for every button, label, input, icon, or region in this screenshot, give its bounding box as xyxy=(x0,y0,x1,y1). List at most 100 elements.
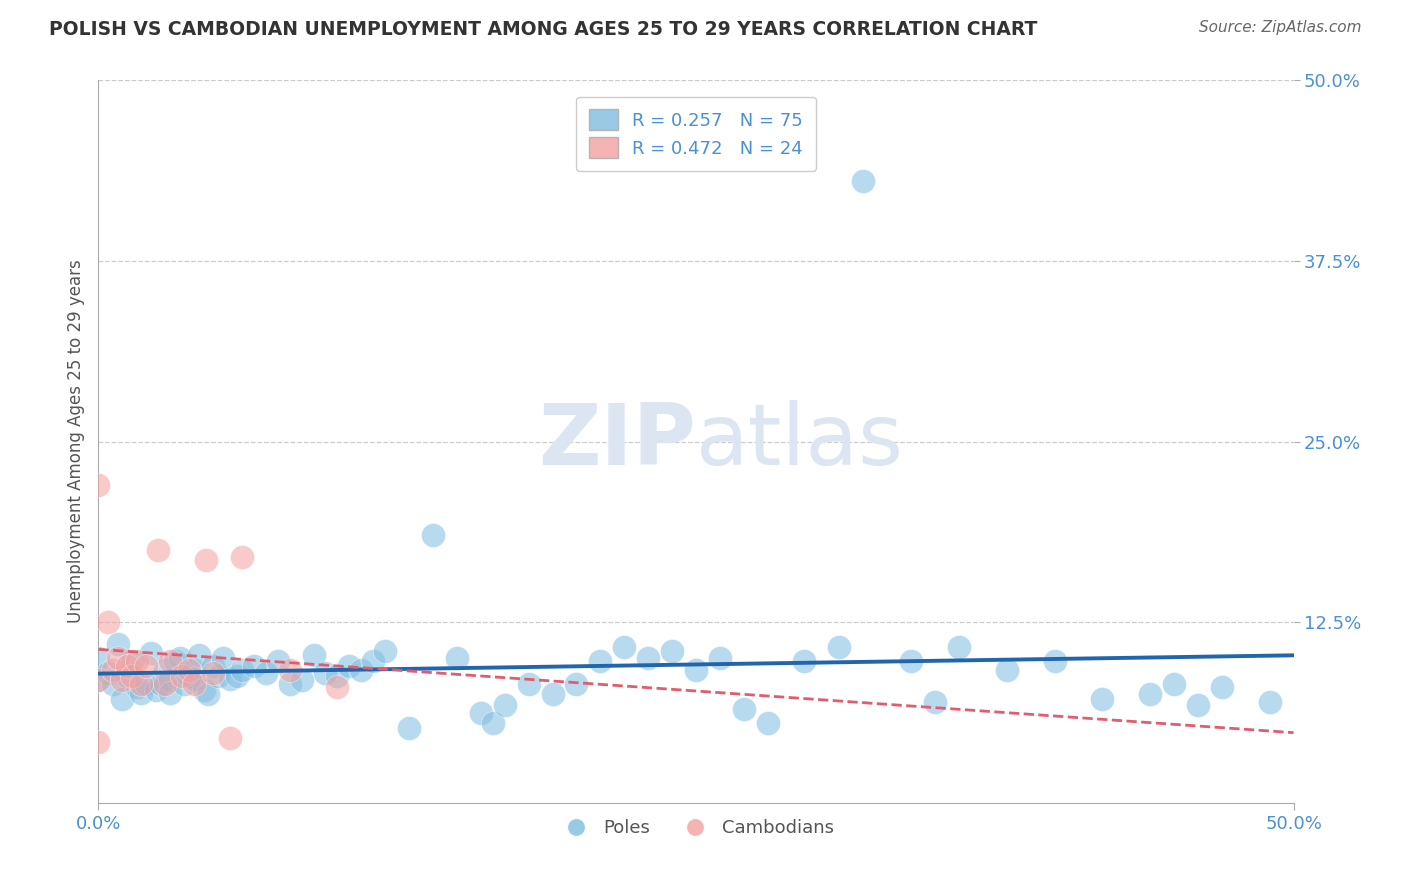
Point xyxy=(231,663,253,677)
Point xyxy=(183,672,205,686)
Point xyxy=(115,658,138,673)
Point xyxy=(219,731,242,745)
Point xyxy=(121,668,143,682)
Point xyxy=(685,663,707,677)
Point xyxy=(101,663,124,677)
Point xyxy=(1258,695,1281,709)
Point xyxy=(278,677,301,691)
Point xyxy=(87,673,110,687)
Point xyxy=(900,654,922,668)
Point xyxy=(481,716,505,731)
Point xyxy=(97,615,120,630)
Point xyxy=(828,640,851,654)
Point xyxy=(219,672,242,686)
Point xyxy=(115,668,138,682)
Point xyxy=(733,702,755,716)
Point xyxy=(709,651,731,665)
Point xyxy=(1139,687,1161,701)
Point xyxy=(172,668,194,682)
Point xyxy=(1187,698,1209,712)
Point xyxy=(148,542,170,557)
Point xyxy=(231,550,253,565)
Text: POLISH VS CAMBODIAN UNEMPLOYMENT AMONG AGES 25 TO 29 YEARS CORRELATION CHART: POLISH VS CAMBODIAN UNEMPLOYMENT AMONG A… xyxy=(49,20,1038,38)
Point xyxy=(398,721,420,735)
Point xyxy=(121,654,143,668)
Point xyxy=(254,665,277,680)
Point xyxy=(195,553,218,567)
Point xyxy=(517,677,540,691)
Point xyxy=(422,528,444,542)
Point xyxy=(193,683,215,698)
Point xyxy=(226,668,249,682)
Point xyxy=(565,677,588,691)
Point xyxy=(852,174,875,188)
Point xyxy=(173,677,195,691)
Point xyxy=(326,668,349,682)
Point xyxy=(291,673,314,687)
Point xyxy=(315,665,337,680)
Point xyxy=(183,663,205,677)
Point xyxy=(326,680,349,694)
Point xyxy=(159,654,181,668)
Point xyxy=(179,663,201,677)
Point xyxy=(948,640,970,654)
Point xyxy=(494,698,516,712)
Point xyxy=(111,673,134,687)
Point xyxy=(155,677,177,691)
Point xyxy=(125,680,148,694)
Point xyxy=(101,677,124,691)
Point xyxy=(111,691,134,706)
Point xyxy=(243,658,266,673)
Point xyxy=(470,706,492,721)
Point xyxy=(159,686,181,700)
Point xyxy=(87,478,110,492)
Text: Source: ZipAtlas.com: Source: ZipAtlas.com xyxy=(1198,20,1361,35)
Point xyxy=(97,665,120,680)
Point xyxy=(756,716,779,731)
Point xyxy=(350,663,373,677)
Point xyxy=(149,677,172,691)
Point xyxy=(202,658,225,673)
Point xyxy=(107,637,129,651)
Point xyxy=(1211,680,1233,694)
Point xyxy=(131,677,153,691)
Point xyxy=(661,644,683,658)
Point xyxy=(145,683,167,698)
Point xyxy=(87,651,110,665)
Point xyxy=(211,651,233,665)
Point xyxy=(302,648,325,663)
Legend: Poles, Cambodians: Poles, Cambodians xyxy=(551,812,841,845)
Point xyxy=(187,648,209,663)
Point xyxy=(183,677,205,691)
Point xyxy=(155,663,177,677)
Point xyxy=(197,687,219,701)
Point xyxy=(637,651,659,665)
Point xyxy=(613,640,636,654)
Point xyxy=(1163,677,1185,691)
Point xyxy=(924,695,946,709)
Point xyxy=(267,654,290,668)
Point xyxy=(446,651,468,665)
Point xyxy=(163,654,186,668)
Point xyxy=(169,651,191,665)
Point xyxy=(278,663,301,677)
Point xyxy=(1043,654,1066,668)
Point xyxy=(589,654,612,668)
Point xyxy=(139,646,162,660)
Text: ZIP: ZIP xyxy=(538,400,696,483)
Y-axis label: Unemployment Among Ages 25 to 29 years: Unemployment Among Ages 25 to 29 years xyxy=(66,260,84,624)
Point xyxy=(87,673,110,687)
Point xyxy=(125,654,148,668)
Point xyxy=(541,687,564,701)
Point xyxy=(202,665,225,680)
Point xyxy=(179,668,201,682)
Point xyxy=(995,663,1018,677)
Point xyxy=(374,644,396,658)
Point xyxy=(87,735,110,749)
Point xyxy=(1091,691,1114,706)
Text: atlas: atlas xyxy=(696,400,904,483)
Point xyxy=(135,677,157,691)
Point xyxy=(135,658,157,673)
Point xyxy=(339,658,361,673)
Point xyxy=(159,673,181,687)
